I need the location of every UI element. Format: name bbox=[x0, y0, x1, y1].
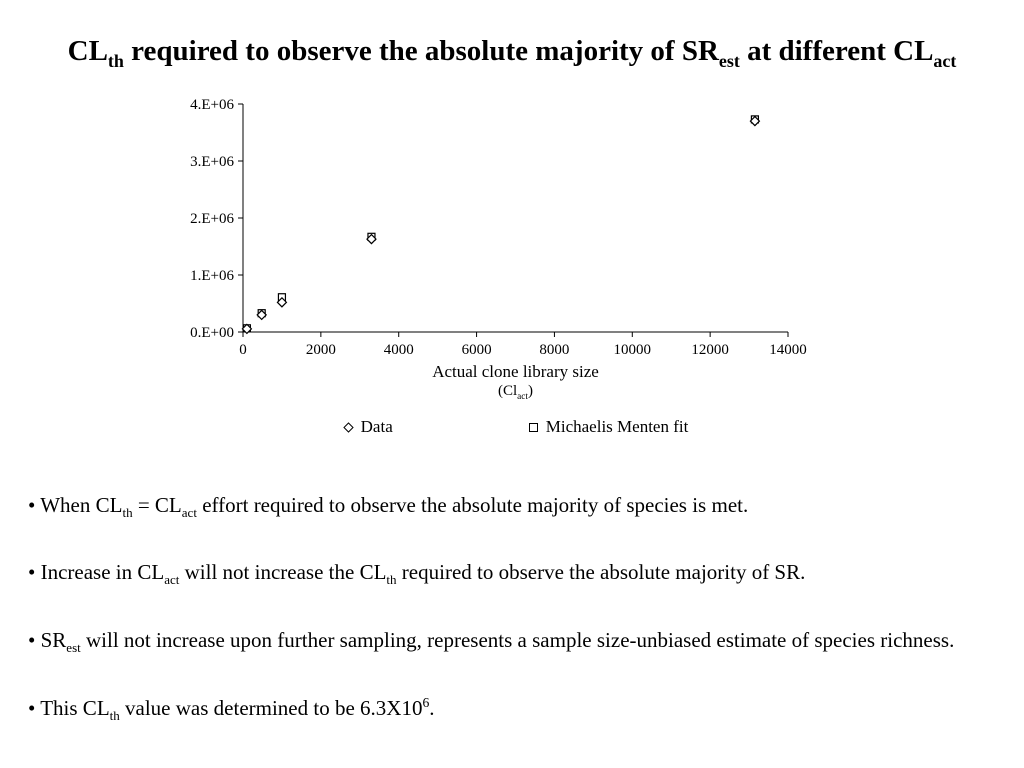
y-tick-label: 3.E+06 bbox=[190, 154, 234, 170]
diamond-data-point bbox=[276, 297, 288, 308]
diamond-data-point bbox=[256, 309, 268, 321]
bullet-4: • This CLth value was determined to be 6… bbox=[28, 695, 435, 724]
bullet-2: • Increase in CLact will not increase th… bbox=[28, 560, 806, 588]
x-tick-label: 6000 bbox=[462, 342, 492, 356]
diamond-data-point bbox=[366, 233, 377, 245]
x-tick-label: 0 bbox=[239, 342, 247, 356]
legend-item-fit: Michaelis Menten fit bbox=[528, 417, 689, 437]
x-tick-label: 12000 bbox=[691, 342, 729, 356]
x-tick-label: 8000 bbox=[539, 342, 569, 356]
diamond-marker-icon bbox=[342, 422, 354, 433]
x-axis-title: Actual clone library size bbox=[432, 362, 599, 381]
diamond-data-point bbox=[749, 115, 761, 127]
square-marker-icon bbox=[528, 422, 538, 432]
legend-label-data: Data bbox=[360, 417, 393, 437]
x-axis-subtitle: (Clact) bbox=[497, 383, 533, 403]
legend-item-data: Data bbox=[342, 417, 393, 437]
scatter-chart-block: 0.E+00 1.E+06 2.E+06 3.E+06 4.E+06 0 2000 4000 6… bbox=[168, 88, 816, 437]
y-tick-label: 2.E+06 bbox=[190, 211, 234, 227]
scatter-chart: 0.E+00 1.E+06 2.E+06 3.E+06 4.E+06 0 2000 4000 6… bbox=[190, 97, 807, 358]
x-tick-label: 4000 bbox=[384, 342, 414, 356]
legend-label-fit: Michaelis Menten fit bbox=[545, 417, 689, 437]
x-tick-label: 2000 bbox=[306, 342, 336, 356]
y-tick-label: 1.E+06 bbox=[190, 268, 234, 284]
bullet-1: • When CLth = CLact effort required to o… bbox=[28, 493, 749, 521]
x-tick-label: 14000 bbox=[769, 342, 807, 356]
x-tick-label: 10000 bbox=[614, 342, 652, 356]
chart-legend: Data Michaelis Menten fit bbox=[243, 417, 788, 437]
diamond-data-point bbox=[241, 323, 253, 335]
bullet-list: • When CLth = CLact effort required to o… bbox=[28, 492, 1002, 763]
page-title: CLth required to observe the absolute ma… bbox=[67, 35, 957, 71]
bullet-3: • SRest will not increase upon further s… bbox=[28, 627, 955, 656]
y-tick-label: 4.E+06 bbox=[190, 97, 234, 113]
y-tick-label: 0.E+00 bbox=[190, 325, 234, 341]
